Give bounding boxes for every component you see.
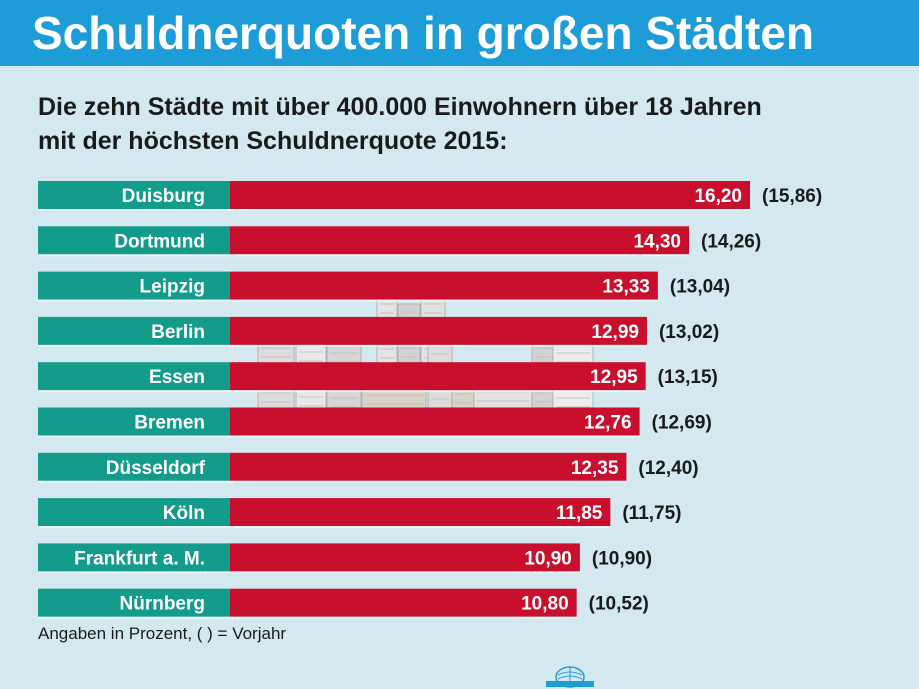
previous-year-label: (13,04) [670, 277, 730, 298]
previous-year-label: (11,75) [622, 503, 681, 524]
category-band [38, 407, 230, 436]
bar [230, 271, 658, 300]
bar [230, 588, 577, 617]
previous-year-label: (13,15) [658, 367, 718, 388]
chart-subtitle: Die zehn Städte mit über 400.000 Einwohn… [38, 90, 898, 158]
category-band-edge [38, 480, 230, 483]
value-label: 14,30 [633, 231, 681, 252]
category-band-edge [38, 344, 230, 347]
bar-edge [230, 209, 750, 211]
bar-edge [230, 299, 658, 302]
bar [230, 362, 646, 391]
category-band [38, 316, 230, 345]
previous-year-label: (12,40) [638, 458, 698, 479]
category-label: Essen [149, 367, 205, 388]
bar-edge [230, 480, 627, 483]
previous-year-label: (10,90) [592, 548, 652, 569]
previous-year-label: (13,02) [659, 322, 719, 343]
category-band [38, 226, 230, 255]
category-band-edge [38, 616, 230, 619]
bar-edge [230, 571, 580, 574]
publisher-logo-icon [546, 666, 594, 688]
bar-edge [230, 526, 611, 529]
bar [230, 407, 640, 436]
category-band-edge [38, 254, 230, 257]
value-label: 11,85 [556, 503, 603, 524]
category-band [38, 588, 230, 617]
category-band [38, 181, 230, 209]
category-label: Frankfurt a. M. [74, 548, 205, 569]
bar [230, 316, 647, 345]
bar [230, 543, 580, 572]
bar [230, 226, 690, 255]
category-label: Leipzig [140, 277, 205, 298]
value-label: 10,80 [521, 594, 569, 615]
previous-year-label: (12,69) [652, 413, 712, 434]
value-label: 12,35 [571, 458, 619, 479]
value-label: 10,90 [524, 548, 572, 569]
category-band-edge [38, 209, 230, 211]
bar [230, 498, 611, 527]
value-label: 12,95 [590, 367, 638, 388]
header-banner: Schuldnerquoten in großen Städten [0, 0, 919, 66]
category-label: Düsseldorf [106, 458, 206, 479]
bar-edge [230, 390, 646, 393]
value-label: 13,33 [602, 277, 650, 298]
category-band [38, 543, 230, 572]
value-label: 12,99 [591, 322, 639, 343]
category-band [38, 498, 230, 527]
category-band-edge [38, 390, 230, 393]
value-label: 12,76 [584, 413, 632, 434]
category-label: Duisburg [122, 186, 205, 207]
category-label: Dortmund [114, 231, 205, 252]
subtitle-line-1: Die zehn Städte mit über 400.000 Einwohn… [38, 93, 762, 121]
bar-edge [230, 616, 577, 619]
previous-year-label: (14,26) [701, 231, 761, 252]
category-band [38, 452, 230, 481]
bar [230, 452, 627, 481]
category-band-edge [38, 571, 230, 574]
city-skyline-illustration [250, 285, 600, 428]
page-title: Schuldnerquoten in großen Städten [32, 7, 814, 59]
category-band [38, 362, 230, 391]
value-label: 16,20 [694, 186, 742, 207]
subtitle-line-2: mit der höchsten Schuldnerquote 2015: [38, 127, 508, 155]
category-label: Nürnberg [120, 594, 206, 615]
category-band-edge [38, 526, 230, 529]
bar-edge [230, 435, 640, 438]
category-label: Bremen [134, 413, 205, 434]
bar-edge [230, 254, 690, 257]
footnote: Angaben in Prozent, ( ) = Vorjahr [38, 624, 287, 643]
bars-layer: Duisburg 16,20 (15,86) Dortmund 14,30 (14,26)… [38, 181, 822, 619]
bar-edge [230, 344, 647, 347]
category-label: Berlin [151, 322, 205, 343]
category-band-edge [38, 299, 230, 302]
bar [230, 181, 750, 209]
category-band [38, 271, 230, 300]
category-band-edge [38, 435, 230, 438]
category-label: Köln [163, 503, 205, 524]
previous-year-label: (10,52) [589, 594, 649, 615]
previous-year-label: (15,86) [762, 186, 822, 207]
